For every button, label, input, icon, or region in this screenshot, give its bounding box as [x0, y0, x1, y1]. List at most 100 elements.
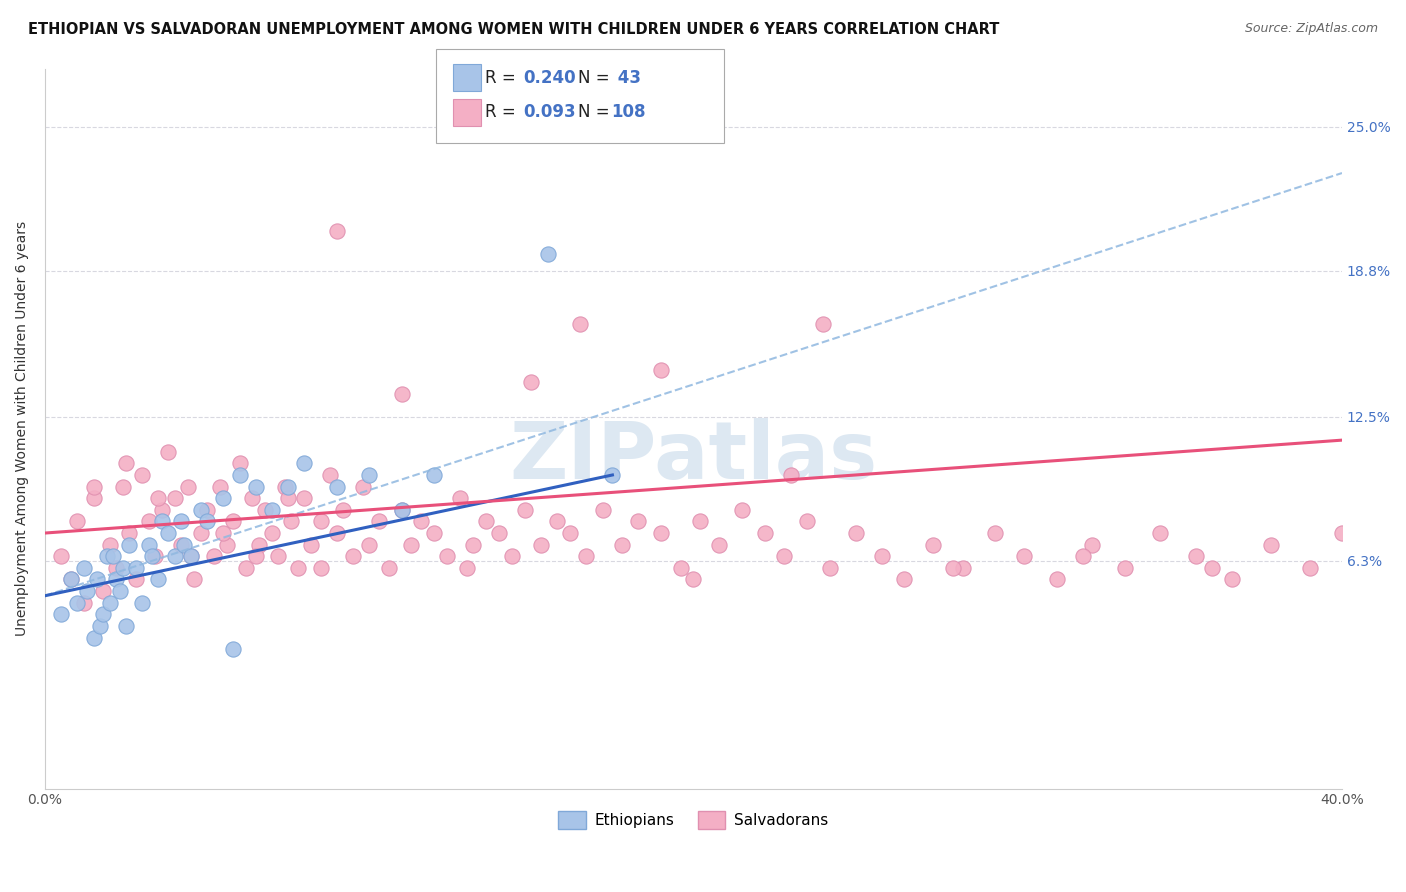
Point [299, 538, 322, 552]
Point [212, 526, 235, 541]
Point [91, 607, 114, 622]
Point [520, 375, 543, 389]
Point [689, 515, 711, 529]
Point [115, 619, 138, 633]
Legend: Ethiopians, Salvadorans: Ethiopians, Salvadorans [553, 805, 835, 835]
Point [352, 480, 374, 494]
Point [176, 480, 198, 494]
Point [449, 491, 471, 506]
Point [138, 515, 160, 529]
Point [326, 480, 349, 494]
Point [83, 491, 105, 506]
Point [309, 515, 332, 529]
Point [682, 573, 704, 587]
Point [650, 526, 672, 541]
Point [91, 584, 114, 599]
Point [86, 573, 108, 587]
Point [115, 456, 138, 470]
Point [274, 480, 297, 494]
Point [650, 363, 672, 377]
Point [163, 491, 186, 506]
Point [342, 549, 364, 564]
Point [332, 503, 354, 517]
Point [292, 491, 315, 506]
Point [391, 503, 413, 517]
Text: ZIPatlas: ZIPatlas [509, 418, 877, 496]
Point [560, 526, 582, 541]
Point [669, 561, 692, 575]
Point [118, 526, 141, 541]
Point [260, 526, 283, 541]
Point [575, 549, 598, 564]
Point [1046, 573, 1069, 587]
Point [952, 561, 974, 575]
Point [215, 538, 238, 552]
Point [157, 444, 180, 458]
Point [368, 515, 391, 529]
Text: 108: 108 [612, 103, 647, 121]
Point [326, 526, 349, 541]
Point [66, 515, 89, 529]
Point [287, 561, 309, 575]
Point [83, 480, 105, 494]
Point [893, 573, 915, 587]
Point [423, 526, 446, 541]
Point [131, 596, 153, 610]
Point [984, 526, 1007, 541]
Point [235, 561, 257, 575]
Point [592, 503, 614, 517]
Y-axis label: Unemployment Among Women with Children Under 6 years: Unemployment Among Women with Children U… [15, 221, 30, 636]
Point [1081, 538, 1104, 552]
Point [530, 538, 553, 552]
Point [222, 515, 245, 529]
Point [183, 573, 205, 587]
Text: N =: N = [578, 103, 614, 121]
Point [411, 515, 433, 529]
Text: 0.240: 0.240 [523, 69, 575, 87]
Point [709, 538, 731, 552]
Text: ETHIOPIAN VS SALVADORAN UNEMPLOYMENT AMONG WOMEN WITH CHILDREN UNDER 6 YEARS COR: ETHIOPIAN VS SALVADORAN UNEMPLOYMENT AMO… [28, 22, 1000, 37]
Point [141, 549, 163, 564]
Point [138, 538, 160, 552]
Point [377, 561, 399, 575]
Point [1071, 549, 1094, 564]
Point [280, 515, 302, 529]
Point [89, 619, 111, 633]
Point [536, 247, 558, 261]
Point [228, 456, 250, 470]
Point [818, 561, 841, 575]
Point [73, 561, 96, 575]
Point [612, 538, 634, 552]
Point [359, 467, 381, 482]
Point [602, 467, 624, 482]
Point [228, 467, 250, 482]
Point [1185, 549, 1208, 564]
Point [1260, 538, 1282, 552]
Point [731, 503, 754, 517]
Point [209, 480, 232, 494]
Point [105, 561, 128, 575]
Point [260, 503, 283, 517]
Text: N =: N = [578, 69, 614, 87]
Point [173, 538, 195, 552]
Point [456, 561, 478, 575]
Point [391, 503, 413, 517]
Point [150, 503, 173, 517]
Point [105, 573, 128, 587]
Point [98, 538, 121, 552]
Point [1330, 526, 1353, 541]
Point [51, 549, 73, 564]
Point [569, 317, 592, 331]
Point [101, 549, 124, 564]
Point [125, 573, 148, 587]
Point [180, 549, 202, 564]
Point [195, 503, 218, 517]
Point [513, 503, 536, 517]
Point [796, 515, 818, 529]
Point [1149, 526, 1171, 541]
Point [222, 642, 245, 657]
Text: 43: 43 [612, 69, 641, 87]
Point [125, 561, 148, 575]
Point [627, 515, 650, 529]
Point [359, 538, 381, 552]
